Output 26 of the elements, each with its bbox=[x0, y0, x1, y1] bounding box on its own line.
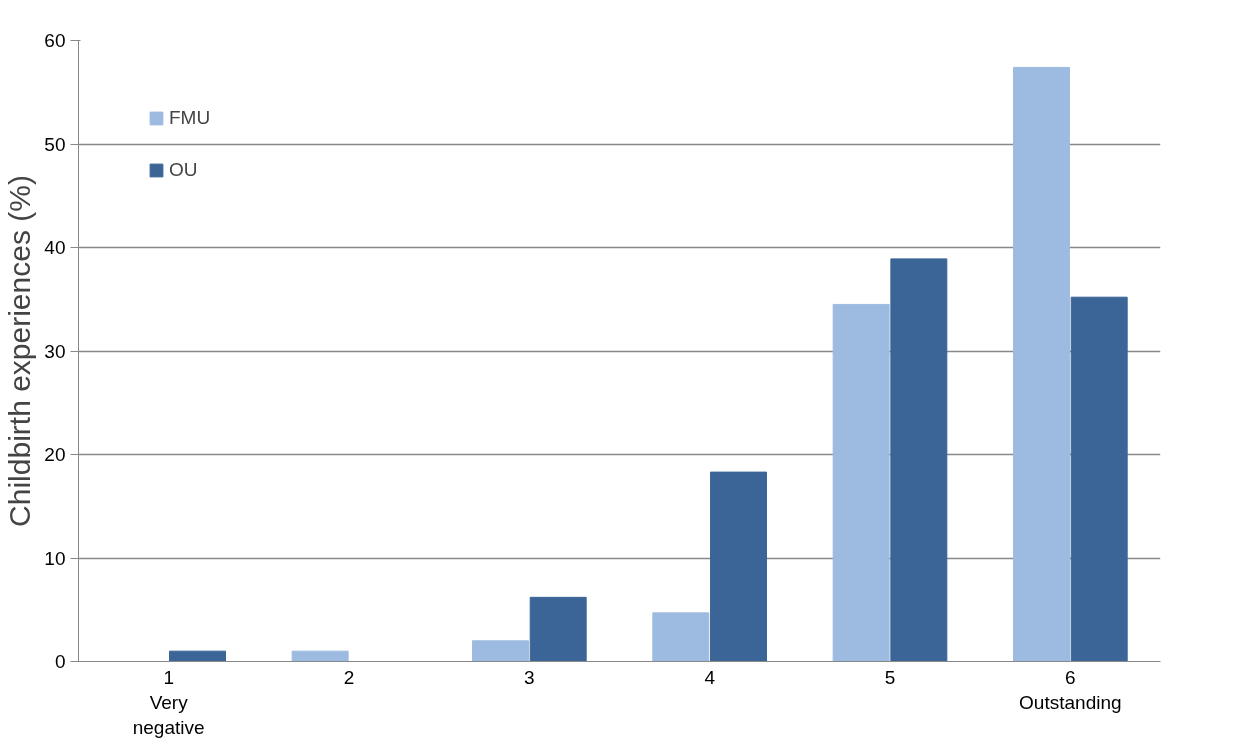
bar bbox=[890, 258, 948, 662]
bar bbox=[291, 650, 349, 662]
bar bbox=[471, 640, 529, 662]
bar bbox=[1012, 66, 1070, 662]
legend-label: FMU bbox=[169, 107, 211, 129]
y-tick-label: 40 bbox=[44, 237, 66, 258]
y-tick-label: 30 bbox=[44, 340, 66, 362]
x-tick-label: 5 bbox=[884, 666, 896, 688]
y-tick-label: 50 bbox=[44, 133, 66, 155]
bar bbox=[832, 303, 890, 662]
bar bbox=[1070, 296, 1128, 662]
x-tick-label: 4 bbox=[704, 666, 716, 688]
y-axis-title: Childbirth experiences (%) bbox=[3, 175, 37, 527]
y-tick-label: 60 bbox=[44, 30, 66, 51]
y-tick-label: 0 bbox=[54, 651, 66, 672]
bar bbox=[529, 596, 587, 662]
bar bbox=[169, 650, 227, 662]
x-tick-label: 1 Very negative bbox=[132, 666, 205, 738]
x-tick-label: 6 Outstanding bbox=[1019, 666, 1122, 713]
bar bbox=[710, 471, 768, 662]
x-tick-label: 3 bbox=[524, 666, 535, 688]
bar bbox=[652, 612, 710, 662]
y-tick-label: 10 bbox=[44, 547, 66, 569]
legend-label: OU bbox=[169, 159, 198, 181]
y-tick-label: 20 bbox=[44, 444, 66, 465]
x-tick-label: 2 bbox=[343, 666, 355, 688]
